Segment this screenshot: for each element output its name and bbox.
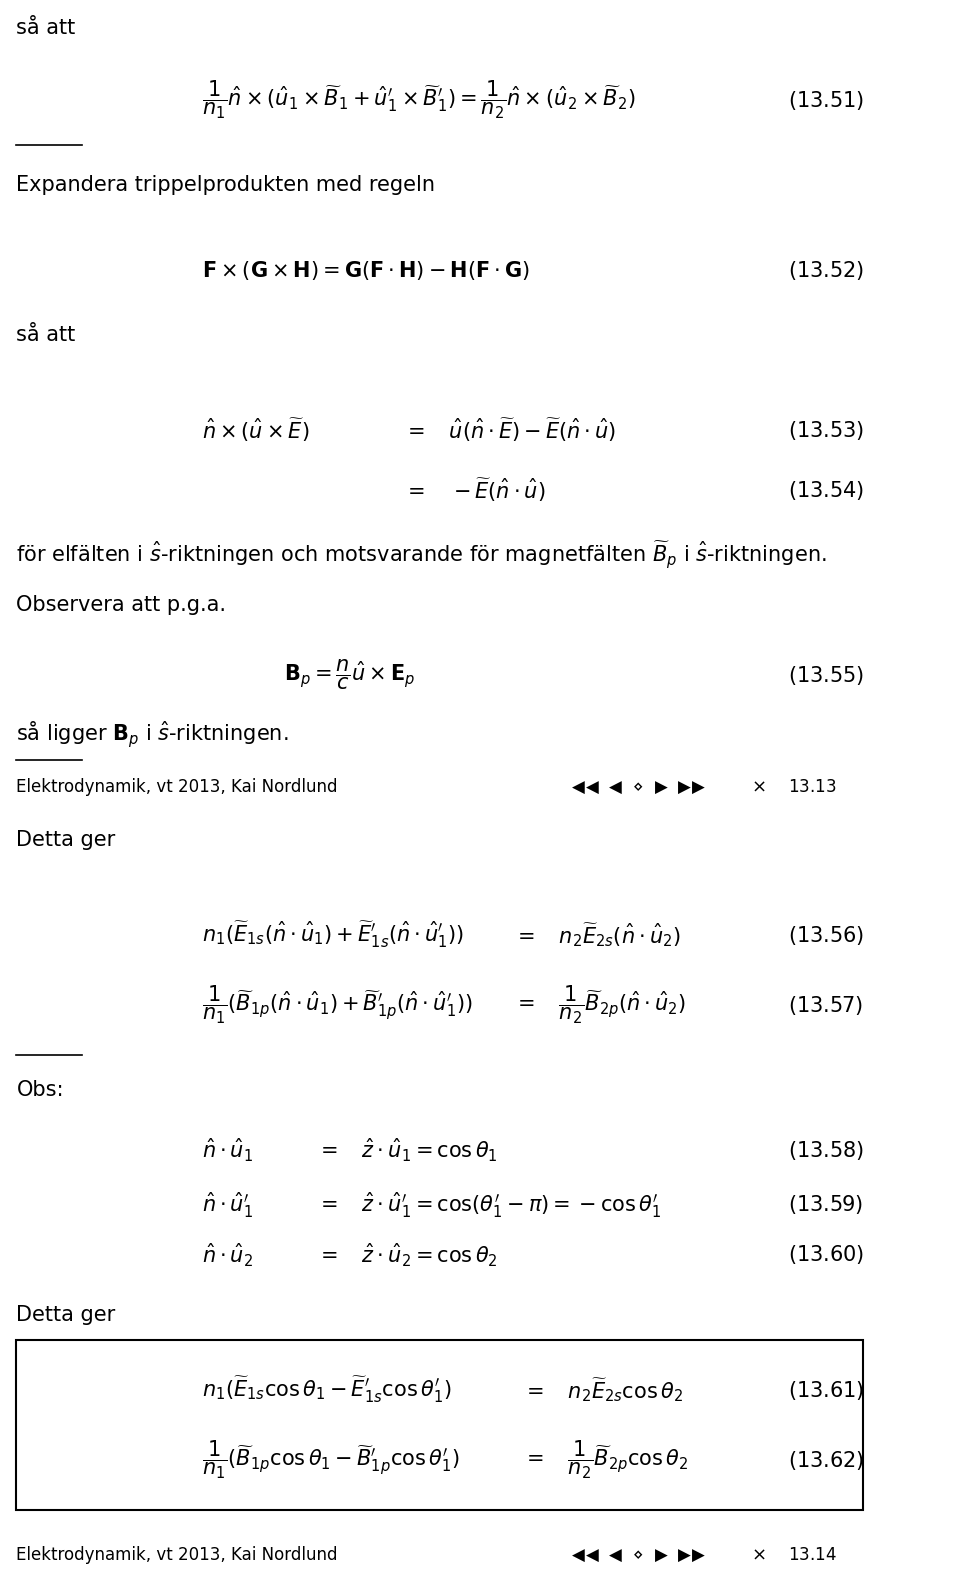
Text: Elektrodynamik, vt 2013, Kai Nordlund: Elektrodynamik, vt 2013, Kai Nordlund: [16, 1545, 338, 1564]
Text: $\hat{n}\cdot\hat{u}_2$: $\hat{n}\cdot\hat{u}_2$: [202, 1242, 252, 1269]
Text: $\hat{n} \times (\hat{u} \times \widetilde{E})$: $\hat{n} \times (\hat{u} \times \widetil…: [202, 416, 309, 444]
Text: $= \quad \dfrac{1}{n_2}\widetilde{B}_{2p}(\hat{n}\cdot\hat{u}_2)$: $= \quad \dfrac{1}{n_2}\widetilde{B}_{2p…: [513, 984, 686, 1025]
Text: $\blacktriangleleft\!\!\blacktriangleleft \; \blacktriangleleft \; \diamond \; \: $\blacktriangleleft\!\!\blacktrianglelef…: [568, 777, 707, 796]
Text: $13.14$: $13.14$: [788, 1545, 836, 1564]
Text: $(13.61)$: $(13.61)$: [788, 1378, 864, 1401]
Text: $(13.59)$: $(13.59)$: [788, 1193, 863, 1217]
Text: $= \quad -\widetilde{E}(\hat{n} \cdot \hat{u})$: $= \quad -\widetilde{E}(\hat{n} \cdot \h…: [403, 476, 545, 504]
Text: $= \quad \hat{u}(\hat{n} \cdot \widetilde{E}) - \widetilde{E}(\hat{n} \cdot \hat: $= \quad \hat{u}(\hat{n} \cdot \widetild…: [403, 416, 616, 444]
Text: $(13.52)$: $(13.52)$: [788, 259, 864, 281]
Text: $\mathbf{F} \times (\mathbf{G} \times \mathbf{H}) = \mathbf{G}(\mathbf{F} \cdot : $\mathbf{F} \times (\mathbf{G} \times \m…: [202, 259, 529, 281]
Text: $n_1(\widetilde{E}_{1s}\cos\theta_1 - \widetilde{E}_{1s}^{\prime}\cos\theta_1^{\: $n_1(\widetilde{E}_{1s}\cos\theta_1 - \w…: [202, 1375, 451, 1405]
Text: $\times$: $\times$: [751, 777, 766, 796]
Text: $(13.51)$: $(13.51)$: [788, 88, 864, 112]
Text: $\mathbf{B}_p = \dfrac{n}{c}\hat{u} \times \mathbf{E}_p$: $\mathbf{B}_p = \dfrac{n}{c}\hat{u} \tim…: [284, 657, 416, 692]
Text: $\blacktriangleleft\!\!\blacktriangleleft \; \blacktriangleleft \; \diamond \; \: $\blacktriangleleft\!\!\blacktrianglelef…: [568, 1545, 707, 1564]
Text: $n_1(\widetilde{E}_{1s}(\hat{n}\cdot\hat{u}_1) + \widetilde{E}_{1s}^{\prime}(\ha: $n_1(\widetilde{E}_{1s}(\hat{n}\cdot\hat…: [202, 920, 464, 950]
FancyBboxPatch shape: [16, 1340, 863, 1510]
Text: för elfälten i $\hat{s}$-riktningen och motsvarande för magnetfälten $\widetilde: för elfälten i $\hat{s}$-riktningen och …: [16, 539, 828, 570]
Text: $= \quad n_2\widetilde{E}_{2s}(\hat{n}\cdot\hat{u}_2)$: $= \quad n_2\widetilde{E}_{2s}(\hat{n}\c…: [513, 921, 681, 950]
Text: $\dfrac{1}{n_1}(\widetilde{B}_{1p}\cos\theta_1 - \widetilde{B}_{1p}^{\prime}\cos: $\dfrac{1}{n_1}(\widetilde{B}_{1p}\cos\t…: [202, 1439, 459, 1480]
Text: $(13.60)$: $(13.60)$: [788, 1243, 864, 1267]
Text: $\times$: $\times$: [751, 1545, 766, 1564]
Text: $(13.57)$: $(13.57)$: [788, 994, 863, 1016]
Text: $= \quad \hat{z}\cdot\hat{u}_1 = \cos\theta_1$: $= \quad \hat{z}\cdot\hat{u}_1 = \cos\th…: [316, 1136, 498, 1163]
Text: Expandera trippelprodukten med regeln: Expandera trippelprodukten med regeln: [16, 175, 436, 194]
Text: så att: så att: [16, 17, 76, 38]
Text: $\dfrac{1}{n_1}(\widetilde{B}_{1p}(\hat{n}\cdot\hat{u}_1) + \widetilde{B}_{1p}^{: $\dfrac{1}{n_1}(\widetilde{B}_{1p}(\hat{…: [202, 984, 472, 1025]
Text: $\dfrac{1}{n_1}\hat{n} \times (\hat{u}_1 \times \widetilde{B}_1 + \hat{u}_1^{\pr: $\dfrac{1}{n_1}\hat{n} \times (\hat{u}_1…: [202, 79, 635, 122]
Text: $(13.55)$: $(13.55)$: [788, 664, 864, 686]
Text: Detta ger: Detta ger: [16, 830, 116, 850]
Text: $(13.53)$: $(13.53)$: [788, 419, 864, 441]
Text: $(13.56)$: $(13.56)$: [788, 923, 864, 946]
Text: $= \quad \dfrac{1}{n_2}\widetilde{B}_{2p}\cos\theta_2$: $= \quad \dfrac{1}{n_2}\widetilde{B}_{2p…: [522, 1439, 688, 1480]
Text: Obs:: Obs:: [16, 1081, 64, 1100]
Text: $(13.62)$: $(13.62)$: [788, 1449, 864, 1471]
Text: $\hat{n}\cdot\hat{u}_1$: $\hat{n}\cdot\hat{u}_1$: [202, 1136, 252, 1163]
Text: $\hat{n}\cdot\hat{u}_1^{\prime}$: $\hat{n}\cdot\hat{u}_1^{\prime}$: [202, 1190, 252, 1220]
Text: så ligger $\mathbf{B}_p$ i $\hat{s}$-riktningen.: så ligger $\mathbf{B}_p$ i $\hat{s}$-rik…: [16, 720, 289, 750]
Text: Elektrodynamik, vt 2013, Kai Nordlund: Elektrodynamik, vt 2013, Kai Nordlund: [16, 777, 338, 796]
Text: Observera att p.g.a.: Observera att p.g.a.: [16, 596, 227, 615]
Text: $= \quad \hat{z}\cdot\hat{u}_1^{\prime} = \cos(\theta_1^{\prime} - \pi) = -\cos\: $= \quad \hat{z}\cdot\hat{u}_1^{\prime} …: [316, 1190, 661, 1220]
Text: $= \quad n_2\widetilde{E}_{2s}\cos\theta_2$: $= \quad n_2\widetilde{E}_{2s}\cos\theta…: [522, 1376, 684, 1405]
Text: $= \quad \hat{z}\cdot\hat{u}_2 = \cos\theta_2$: $= \quad \hat{z}\cdot\hat{u}_2 = \cos\th…: [316, 1242, 498, 1269]
Text: $(13.54)$: $(13.54)$: [788, 479, 864, 501]
Text: $(13.58)$: $(13.58)$: [788, 1139, 864, 1161]
Text: så att: så att: [16, 325, 76, 344]
Text: $13.13$: $13.13$: [788, 777, 836, 796]
Text: Detta ger: Detta ger: [16, 1305, 116, 1326]
